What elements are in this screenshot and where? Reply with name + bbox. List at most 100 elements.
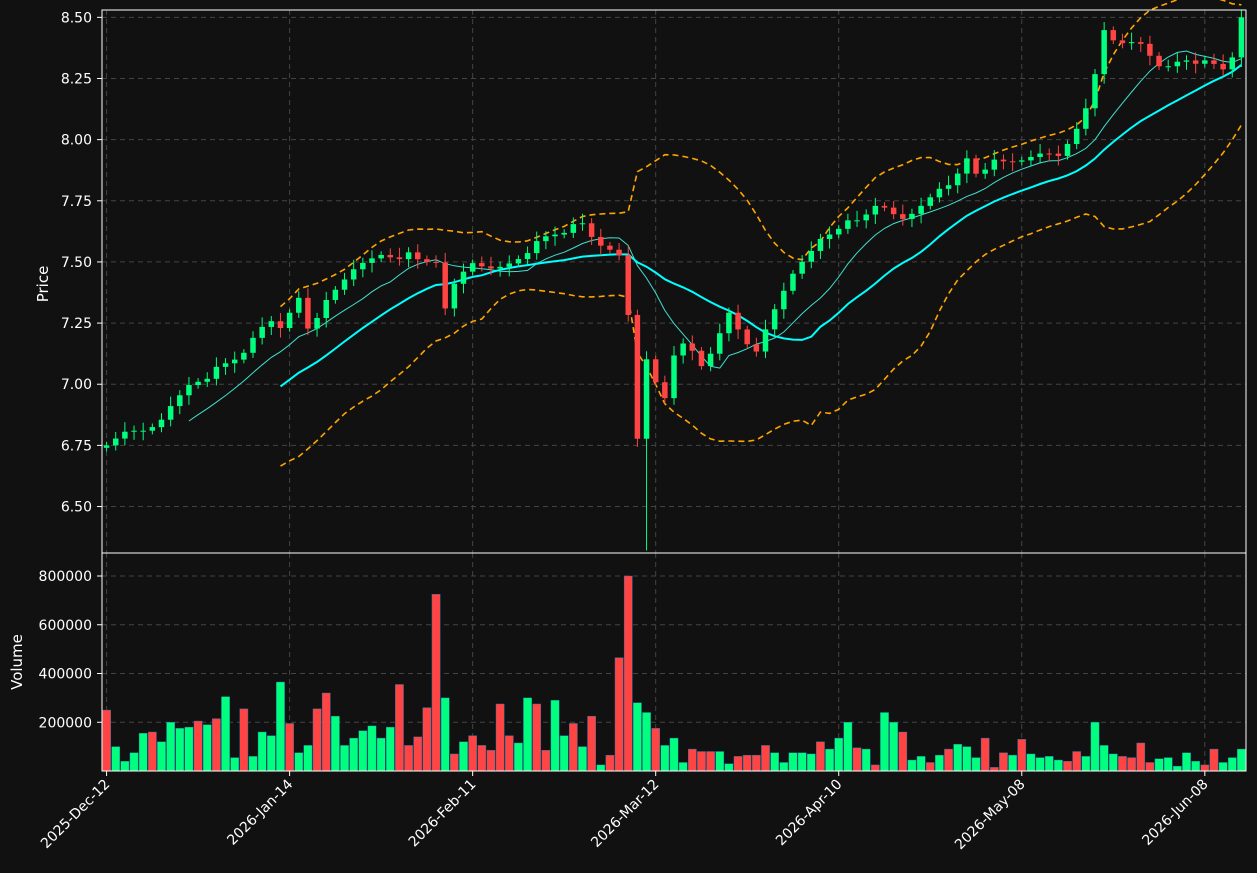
volume-bar xyxy=(212,718,221,772)
candle-body xyxy=(954,173,961,186)
candle-body xyxy=(717,333,723,354)
volume-bar xyxy=(1145,762,1155,772)
candle-body xyxy=(918,205,924,214)
volume-bar xyxy=(651,728,661,772)
volume-bar xyxy=(102,709,111,772)
volume-bar xyxy=(999,752,1008,772)
volume-bar xyxy=(1072,751,1082,772)
volume-bar xyxy=(697,751,706,772)
price-tick-label: 8.25 xyxy=(61,71,92,87)
volume-bar xyxy=(761,745,770,772)
volume-bar xyxy=(550,700,560,772)
volume-bar xyxy=(678,762,688,772)
volume-bar xyxy=(1218,762,1228,772)
volume-bar xyxy=(331,715,340,772)
volume-bar xyxy=(1090,722,1100,772)
volume-bar xyxy=(980,737,990,772)
candle-body xyxy=(991,159,998,170)
candle-body xyxy=(707,353,714,367)
price-panel: 6.50 6.75 7.00 7.25 7.50 7.75 8.00 8.25 8.50 Pri… xyxy=(34,0,1247,554)
volume-bar xyxy=(239,708,249,772)
volume-bar xyxy=(541,750,551,772)
candle-body xyxy=(936,188,943,198)
candle-body xyxy=(296,297,302,313)
volume-bar xyxy=(1154,758,1164,772)
candle-body xyxy=(259,326,265,338)
candle-body xyxy=(964,158,970,174)
volume-bar xyxy=(285,723,294,772)
candle-body xyxy=(799,261,805,274)
volume-bar xyxy=(788,752,798,772)
volume-bar xyxy=(898,731,908,772)
volume-bar xyxy=(889,722,898,772)
volume-bar xyxy=(440,697,450,772)
volume-bar xyxy=(925,762,935,772)
volume-bar xyxy=(175,728,185,772)
price-axis-label: Price xyxy=(34,266,52,303)
volume-bar xyxy=(376,737,386,772)
candle-body xyxy=(909,213,915,219)
volume-bar xyxy=(148,731,157,772)
price-panel-background xyxy=(102,10,1246,553)
volume-bar xyxy=(349,737,358,772)
volume-bar xyxy=(852,747,862,772)
candle-body xyxy=(689,343,696,351)
volume-bar xyxy=(779,762,789,772)
volume-bar xyxy=(1173,765,1182,772)
volume-tick-label: 800000 xyxy=(39,569,92,585)
volume-bar xyxy=(687,748,697,772)
candle-body xyxy=(250,337,256,353)
volume-bar xyxy=(431,594,441,772)
volume-bar xyxy=(157,741,166,772)
volume-bar xyxy=(1008,754,1017,772)
candlesticks xyxy=(103,10,1245,551)
candle-body xyxy=(634,314,641,439)
volume-bar xyxy=(1108,753,1118,772)
volume-bar xyxy=(138,733,148,772)
candle-body xyxy=(1165,66,1171,68)
candle-body xyxy=(112,438,119,446)
candle-body xyxy=(552,234,558,237)
volume-bar xyxy=(1127,757,1136,772)
candle-body xyxy=(1220,63,1226,70)
candle-body xyxy=(314,318,320,329)
volume-axis-label: Volume xyxy=(8,634,26,690)
candle-body xyxy=(881,205,888,208)
candle-body xyxy=(1037,153,1043,157)
candle-body xyxy=(479,263,485,267)
candle-body xyxy=(387,254,394,258)
candle-body xyxy=(433,261,439,263)
candle-body xyxy=(533,241,540,254)
volume-bar xyxy=(193,720,203,772)
volume-bar xyxy=(312,708,322,772)
candle-body xyxy=(817,238,824,251)
candle-body xyxy=(835,228,842,235)
volume-bar xyxy=(266,735,276,772)
volume-tick-label: 600000 xyxy=(39,618,92,634)
volume-bar xyxy=(1182,752,1191,772)
candle-body xyxy=(1055,153,1062,156)
volume-bar xyxy=(770,752,779,772)
volume-bar xyxy=(1163,757,1173,772)
volume-bar xyxy=(806,753,816,772)
candle-body xyxy=(1147,43,1153,56)
candle-body xyxy=(1238,17,1245,58)
volume-bar xyxy=(340,745,349,772)
candle-body xyxy=(570,224,577,233)
volume-bar xyxy=(660,745,670,772)
volume-bar xyxy=(642,712,651,772)
volume-panel-frame xyxy=(101,552,1247,772)
volume-y-ticks: 200000 400000 600000 800000 xyxy=(39,569,102,731)
volume-bar xyxy=(706,751,715,772)
volume-bar xyxy=(477,745,487,772)
volume-tick-label: 200000 xyxy=(39,715,92,731)
candle-body xyxy=(900,214,906,219)
volume-bar xyxy=(861,748,871,772)
volume-bar xyxy=(907,759,917,772)
candle-body xyxy=(561,232,567,235)
volume-bar xyxy=(459,741,468,772)
volume-bar xyxy=(990,767,999,772)
volume-bar xyxy=(450,753,459,772)
volume-bar xyxy=(843,722,853,772)
volume-bar xyxy=(614,657,624,772)
